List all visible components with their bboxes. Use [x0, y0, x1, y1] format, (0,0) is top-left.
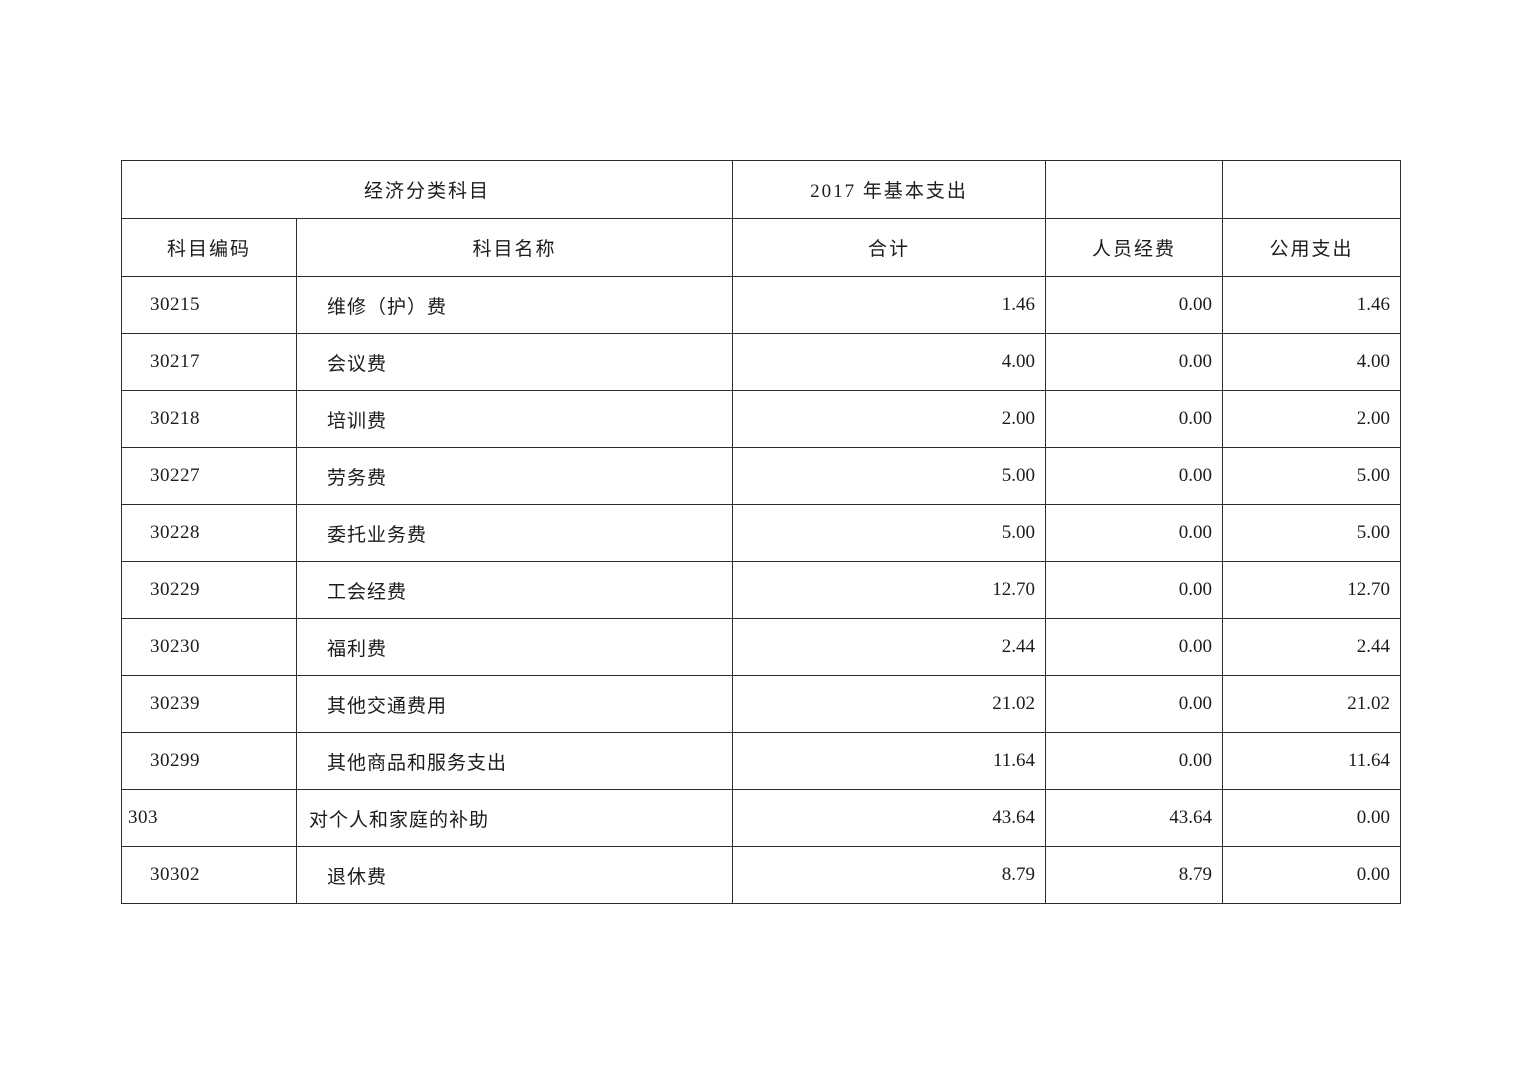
header-2017-basic-expenditure: 2017 年基本支出 — [732, 160, 1047, 219]
personnel-value-cell: 0.00 — [1045, 618, 1224, 676]
header-subject-name: 科目名称 — [295, 218, 734, 277]
personnel-value-cell: 0.00 — [1045, 504, 1224, 562]
total-value-cell: 2.00 — [732, 390, 1047, 448]
public-value-cell: 12.70 — [1222, 561, 1402, 619]
table-row: 30217 会议费 4.00 0.00 4.00 — [121, 333, 1402, 391]
public-value-cell: 4.00 — [1222, 333, 1402, 391]
subject-code-cell: 30299 — [121, 732, 297, 790]
personnel-value-cell: 43.64 — [1045, 789, 1224, 847]
header-economic-classification: 经济分类科目 — [120, 160, 734, 219]
subject-name-cell: 委托业务费 — [295, 504, 734, 562]
subject-code-cell: 30229 — [121, 561, 297, 619]
table-row: 30230 福利费 2.44 0.00 2.44 — [121, 618, 1402, 676]
subject-code-cell: 30228 — [121, 504, 297, 562]
public-value-cell: 0.00 — [1222, 789, 1402, 847]
header-subject-code: 科目编码 — [121, 218, 297, 277]
personnel-value-cell: 0.00 — [1045, 561, 1224, 619]
personnel-value-cell: 0.00 — [1045, 675, 1224, 733]
subject-name-cell: 福利费 — [295, 618, 734, 676]
personnel-value-cell: 8.79 — [1045, 846, 1224, 904]
public-value-cell: 11.64 — [1222, 732, 1402, 790]
personnel-value-cell: 0.00 — [1045, 390, 1224, 448]
header-columns-row: 科目编码 科目名称 合计 人员经费 公用支出 — [121, 218, 1402, 277]
table-row: 303 对个人和家庭的补助 43.64 43.64 0.00 — [121, 789, 1402, 847]
total-value-cell: 1.46 — [732, 276, 1047, 334]
total-value-cell: 5.00 — [732, 447, 1047, 505]
table-row: 30227 劳务费 5.00 0.00 5.00 — [121, 447, 1402, 505]
header-blank-cell-1 — [1045, 160, 1224, 219]
personnel-value-cell: 0.00 — [1045, 732, 1224, 790]
subject-code-cell: 303 — [121, 789, 297, 847]
table-row: 30239 其他交通费用 21.02 0.00 21.02 — [121, 675, 1402, 733]
total-value-cell: 43.64 — [732, 789, 1047, 847]
total-value-cell: 11.64 — [732, 732, 1047, 790]
header-personnel-funds: 人员经费 — [1045, 218, 1224, 277]
subject-name-cell: 工会经费 — [295, 561, 734, 619]
public-value-cell: 5.00 — [1222, 447, 1402, 505]
subject-name-cell: 维修（护）费 — [295, 276, 734, 334]
budget-table-header: 经济分类科目 2017 年基本支出 科目编码 科目名称 合计 人员经费 公用支出 — [120, 160, 1402, 277]
budget-table-body: 30215 维修（护）费 1.46 0.00 1.46 30217 会议费 4.00 0.00 4… — [121, 276, 1402, 904]
personnel-value-cell: 0.00 — [1045, 333, 1224, 391]
header-blank-cell-2 — [1222, 160, 1402, 219]
subject-code-cell: 30239 — [121, 675, 297, 733]
subject-name-cell: 培训费 — [295, 390, 734, 448]
subject-name-cell: 对个人和家庭的补助 — [295, 789, 734, 847]
public-value-cell: 5.00 — [1222, 504, 1402, 562]
subject-name-cell: 其他商品和服务支出 — [295, 732, 734, 790]
header-total: 合计 — [732, 218, 1047, 277]
personnel-value-cell: 0.00 — [1045, 447, 1224, 505]
subject-name-cell: 其他交通费用 — [295, 675, 734, 733]
public-value-cell: 0.00 — [1222, 846, 1402, 904]
subject-name-cell: 退休费 — [295, 846, 734, 904]
table-row: 30218 培训费 2.00 0.00 2.00 — [121, 390, 1402, 448]
table-row: 30302 退休费 8.79 8.79 0.00 — [121, 846, 1402, 904]
subject-code-cell: 30215 — [121, 276, 297, 334]
header-group-row: 经济分类科目 2017 年基本支出 — [120, 160, 1402, 219]
public-value-cell: 2.00 — [1222, 390, 1402, 448]
total-value-cell: 2.44 — [732, 618, 1047, 676]
table-row: 30299 其他商品和服务支出 11.64 0.00 11.64 — [121, 732, 1402, 790]
subject-name-cell: 劳务费 — [295, 447, 734, 505]
subject-code-cell: 30217 — [121, 333, 297, 391]
subject-code-cell: 30230 — [121, 618, 297, 676]
table-row: 30228 委托业务费 5.00 0.00 5.00 — [121, 504, 1402, 562]
table-row: 30215 维修（护）费 1.46 0.00 1.46 — [121, 276, 1402, 334]
total-value-cell: 8.79 — [732, 846, 1047, 904]
personnel-value-cell: 0.00 — [1045, 276, 1224, 334]
table-row: 30229 工会经费 12.70 0.00 12.70 — [121, 561, 1402, 619]
subject-code-cell: 30302 — [121, 846, 297, 904]
budget-table: 经济分类科目 2017 年基本支出 科目编码 科目名称 合计 人员经费 公用支出… — [120, 160, 1402, 904]
total-value-cell: 12.70 — [732, 561, 1047, 619]
public-value-cell: 2.44 — [1222, 618, 1402, 676]
total-value-cell: 5.00 — [732, 504, 1047, 562]
subject-name-cell: 会议费 — [295, 333, 734, 391]
total-value-cell: 21.02 — [732, 675, 1047, 733]
subject-code-cell: 30227 — [121, 447, 297, 505]
public-value-cell: 1.46 — [1222, 276, 1402, 334]
header-public-expenditure: 公用支出 — [1222, 218, 1402, 277]
public-value-cell: 21.02 — [1222, 675, 1402, 733]
subject-code-cell: 30218 — [121, 390, 297, 448]
total-value-cell: 4.00 — [732, 333, 1047, 391]
